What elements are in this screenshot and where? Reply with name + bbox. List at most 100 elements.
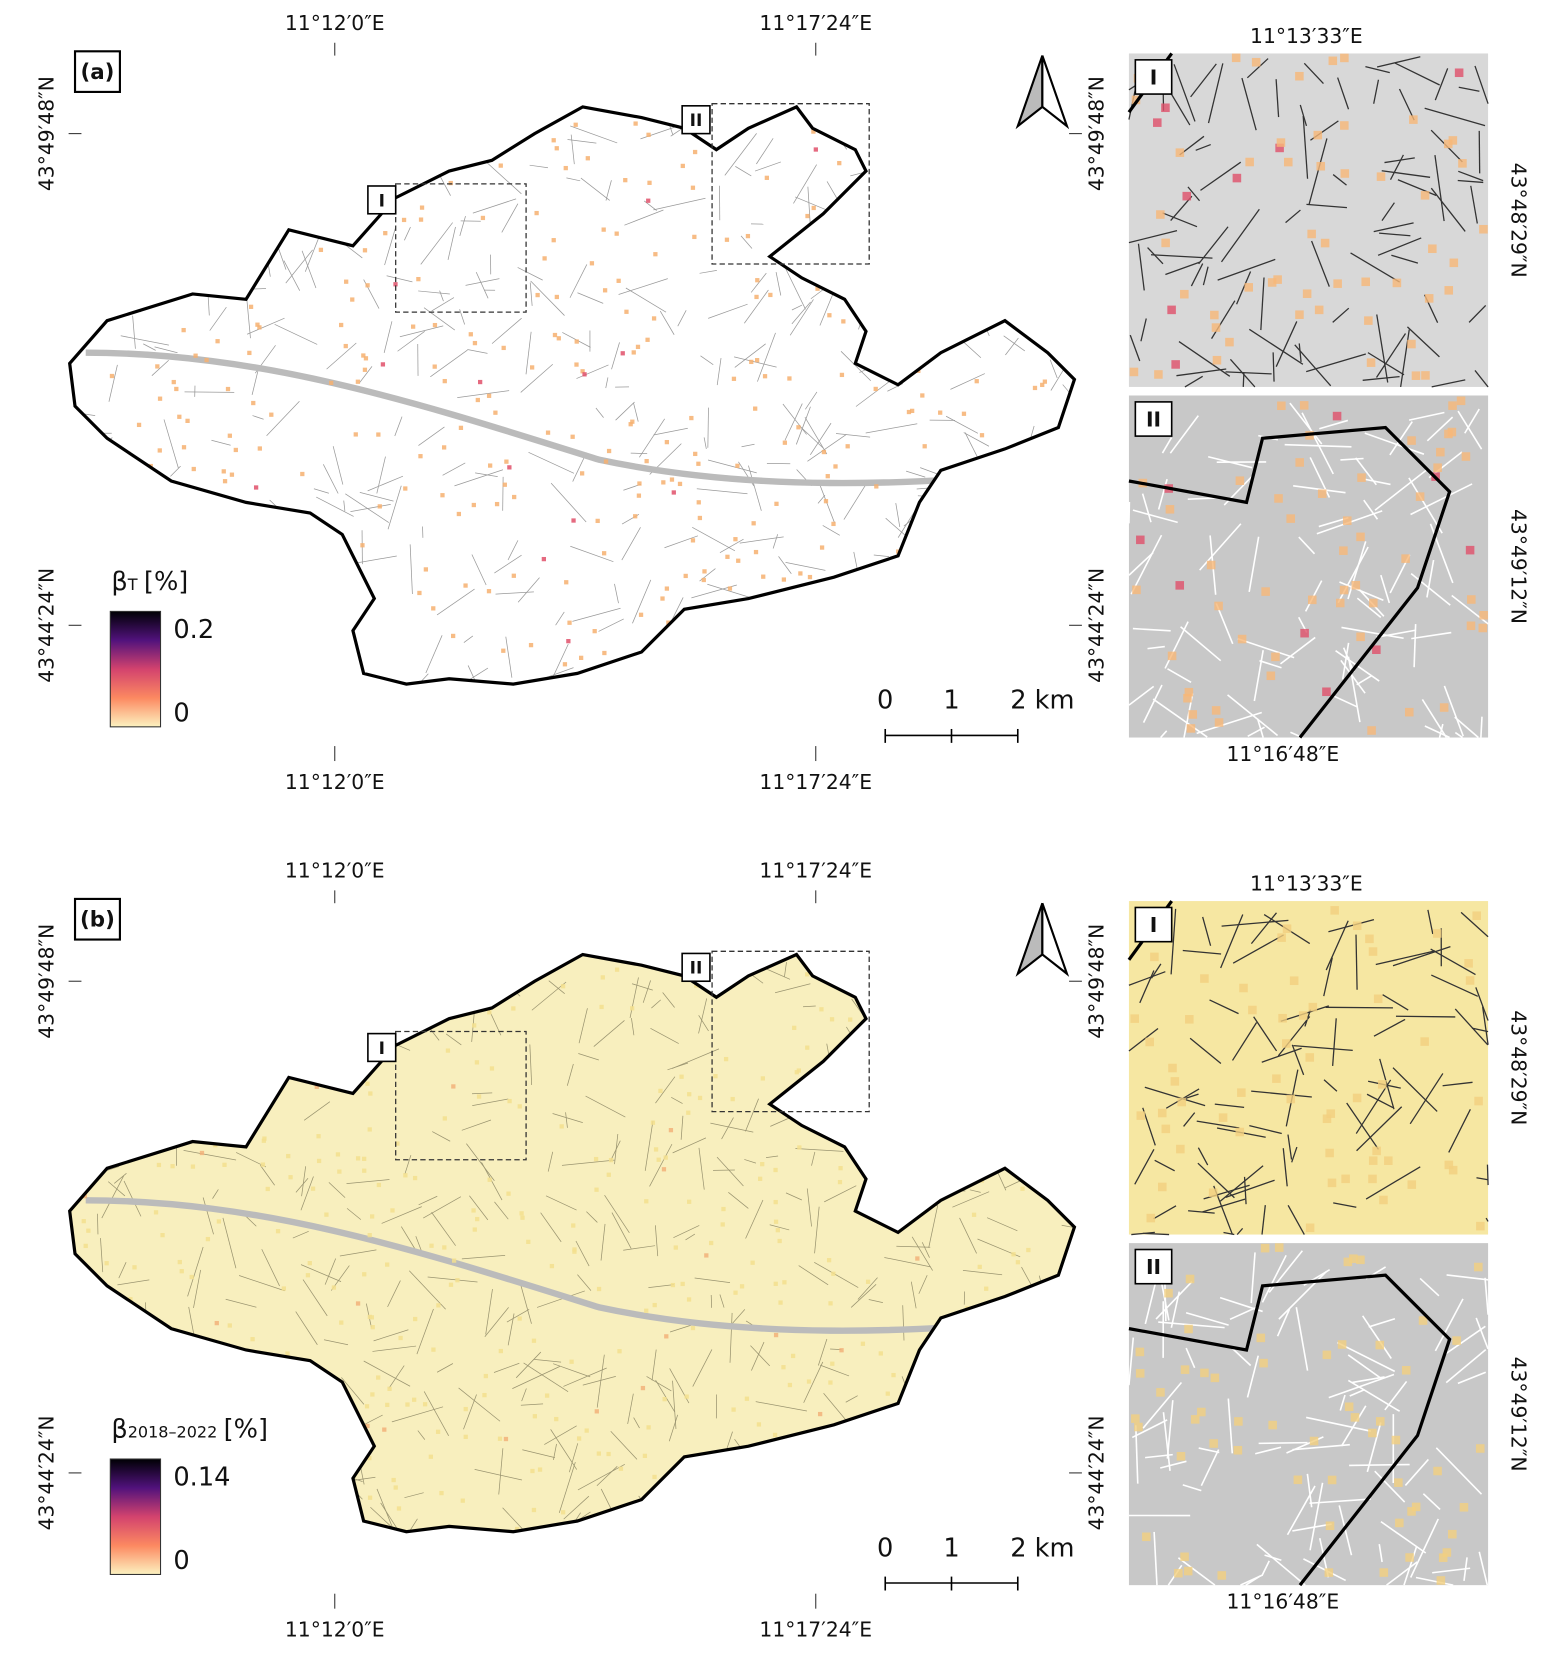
street bbox=[1001, 1476, 1013, 1497]
pixel bbox=[839, 648, 845, 653]
pixel bbox=[532, 1414, 538, 1419]
pixel bbox=[218, 1529, 224, 1532]
street bbox=[386, 275, 413, 283]
street bbox=[741, 443, 755, 448]
street bbox=[965, 1073, 979, 1083]
pixel bbox=[730, 1096, 735, 1102]
city-area bbox=[69, 954, 1075, 1532]
pixel bbox=[364, 1404, 370, 1409]
pixel bbox=[799, 676, 804, 681]
street bbox=[911, 1236, 933, 1271]
pixel bbox=[1039, 1135, 1044, 1140]
street bbox=[106, 981, 118, 995]
pixel bbox=[385, 993, 390, 999]
pixel bbox=[292, 207, 298, 212]
pixel bbox=[102, 1038, 108, 1043]
street bbox=[728, 1192, 749, 1209]
street bbox=[716, 358, 722, 386]
street bbox=[1225, 1179, 1275, 1198]
street bbox=[873, 554, 890, 557]
street bbox=[1007, 494, 1040, 530]
street bbox=[183, 1150, 237, 1161]
pixel bbox=[1150, 952, 1159, 962]
pixel bbox=[652, 1302, 657, 1308]
pixel bbox=[498, 163, 503, 168]
street bbox=[1432, 1567, 1471, 1574]
street bbox=[1002, 1376, 1008, 1393]
street bbox=[1302, 115, 1309, 179]
street bbox=[158, 992, 164, 1010]
street bbox=[1062, 1038, 1066, 1069]
pixel bbox=[277, 561, 282, 566]
street bbox=[520, 363, 554, 393]
pixel bbox=[1333, 279, 1342, 288]
street bbox=[655, 1379, 675, 1413]
pixel bbox=[365, 1423, 370, 1429]
street bbox=[1421, 699, 1448, 738]
street bbox=[1365, 65, 1390, 74]
inset-label-bg bbox=[1134, 906, 1173, 943]
pixel bbox=[671, 490, 676, 495]
pixel bbox=[1351, 580, 1361, 590]
street bbox=[1381, 202, 1395, 221]
street bbox=[507, 540, 519, 561]
street bbox=[1376, 314, 1389, 383]
pixel bbox=[701, 577, 706, 583]
street bbox=[563, 1367, 607, 1387]
pixel bbox=[362, 367, 368, 372]
street bbox=[845, 1395, 858, 1403]
pixel bbox=[491, 125, 496, 130]
street bbox=[1185, 1347, 1196, 1369]
pixel bbox=[1062, 178, 1067, 183]
pixel bbox=[1325, 1521, 1335, 1531]
street bbox=[819, 214, 854, 238]
pixel bbox=[760, 1162, 765, 1167]
street bbox=[1229, 1305, 1259, 1321]
street bbox=[1341, 626, 1404, 640]
pixel bbox=[316, 1158, 322, 1164]
street bbox=[877, 1494, 892, 1510]
street bbox=[233, 961, 271, 987]
street bbox=[350, 555, 397, 565]
street bbox=[187, 225, 192, 245]
street bbox=[1446, 1274, 1489, 1281]
pixel bbox=[1461, 452, 1471, 461]
pixel bbox=[177, 414, 182, 419]
pixel bbox=[715, 1519, 721, 1524]
street bbox=[536, 1290, 585, 1308]
pixel bbox=[365, 283, 370, 288]
pixel bbox=[1418, 1316, 1428, 1325]
pixel bbox=[915, 1256, 920, 1261]
pixel bbox=[1368, 947, 1378, 956]
pixel bbox=[572, 1247, 577, 1252]
street bbox=[1434, 155, 1445, 222]
pixel bbox=[1251, 57, 1261, 67]
pixel bbox=[1261, 587, 1270, 596]
street bbox=[1337, 77, 1350, 110]
street bbox=[217, 584, 237, 629]
pixel bbox=[92, 1086, 97, 1091]
pixel bbox=[128, 1347, 134, 1353]
street bbox=[811, 653, 821, 685]
pixel bbox=[441, 445, 447, 450]
street bbox=[212, 1189, 219, 1199]
pixel bbox=[387, 1386, 392, 1391]
street bbox=[432, 1131, 451, 1142]
street bbox=[367, 988, 399, 1032]
street bbox=[84, 238, 93, 291]
pixel bbox=[879, 1150, 884, 1155]
pixel bbox=[431, 606, 436, 611]
street bbox=[1261, 1205, 1266, 1235]
street bbox=[1454, 731, 1463, 739]
street bbox=[1164, 621, 1189, 669]
pixel bbox=[1342, 516, 1352, 525]
street bbox=[224, 537, 244, 566]
pixel bbox=[574, 362, 579, 367]
street bbox=[1128, 551, 1154, 576]
street bbox=[568, 1526, 596, 1532]
street bbox=[707, 407, 709, 448]
pixel bbox=[198, 1104, 203, 1109]
pixel bbox=[1401, 1366, 1411, 1375]
street bbox=[1339, 1394, 1346, 1411]
street bbox=[69, 643, 77, 660]
